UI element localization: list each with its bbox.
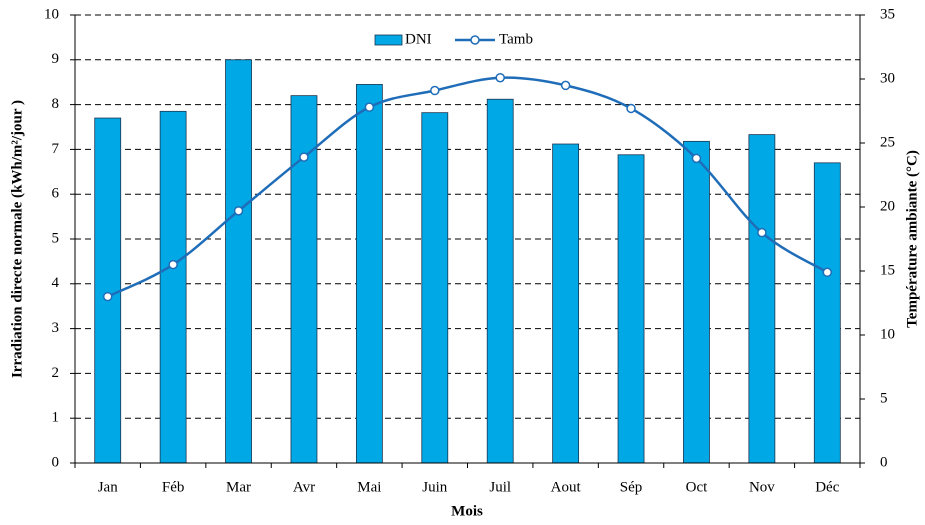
bar: [159, 110, 187, 464]
y-tick-label: 3: [52, 320, 60, 336]
x-axis-label: Mois: [451, 503, 483, 519]
legend-label: DNI: [405, 31, 432, 47]
line-marker: [626, 103, 636, 114]
x-tick-label: Féb: [162, 479, 185, 495]
x-tick-label: Mai: [357, 479, 381, 495]
bar: [421, 112, 449, 464]
x-tick-label: Déc: [815, 479, 839, 495]
y2-tick-label: 15: [880, 262, 895, 278]
bar: [486, 98, 514, 464]
y-tick-label: 6: [52, 186, 60, 202]
y2-tick-label: 30: [880, 70, 895, 86]
bar: [813, 162, 841, 464]
y-tick-label: 4: [52, 275, 60, 291]
line: [107, 76, 828, 298]
line-marker: [364, 102, 375, 112]
bar: [617, 154, 645, 464]
x-tick-label: Jan: [98, 479, 118, 495]
y2-tick-label: 10: [880, 326, 895, 342]
bar: [683, 140, 710, 464]
y-tick-label: 9: [52, 51, 60, 67]
line-marker: [233, 206, 244, 216]
line-marker: [495, 72, 505, 83]
legend-swatch: [374, 34, 403, 46]
line-marker: [822, 267, 833, 278]
y-axis-label: Irradiation directe normale (kWh/m²/jour…: [9, 100, 25, 378]
y2-tick-label: 0: [880, 454, 888, 470]
y-tick-label: 0: [52, 454, 60, 470]
y2-tick-label: 35: [880, 6, 895, 22]
x-tick-label: Juil: [489, 479, 511, 495]
x-tick-label: Aout: [551, 479, 582, 495]
y2-tick-label: 25: [880, 134, 895, 150]
line-marker: [168, 259, 178, 270]
x-tick-label: Oct: [686, 479, 708, 495]
y-tick-label: 8: [52, 96, 60, 112]
legend-marker: [470, 35, 480, 45]
bar: [552, 143, 580, 464]
x-tick-label: Juin: [422, 479, 448, 495]
bar: [355, 84, 383, 464]
y-tick-label: 5: [52, 230, 60, 246]
line-marker: [560, 80, 571, 91]
x-tick-label: Sép: [620, 479, 643, 495]
line-marker: [757, 227, 767, 238]
bar: [225, 59, 252, 464]
y-tick-label: 7: [52, 141, 60, 157]
bar: [748, 134, 776, 464]
y-tick-label: 10: [44, 6, 59, 22]
line-marker: [430, 85, 440, 96]
bar: [290, 95, 318, 464]
y2-tick-label: 20: [880, 198, 895, 214]
y-tick-label: 2: [52, 365, 60, 381]
x-tick-label: Nov: [749, 479, 775, 495]
y2-axis-label: Température ambiante (°C): [904, 150, 920, 328]
line-marker: [299, 152, 309, 162]
y2-tick-label: 5: [880, 390, 888, 406]
line-marker: [102, 291, 113, 302]
y-tick-label: 1: [52, 410, 60, 426]
legend-label: Tamb: [499, 31, 533, 47]
bar: [94, 117, 122, 464]
line-marker: [691, 153, 702, 164]
x-tick-label: Avr: [293, 479, 315, 495]
x-tick-label: Mar: [226, 479, 251, 495]
